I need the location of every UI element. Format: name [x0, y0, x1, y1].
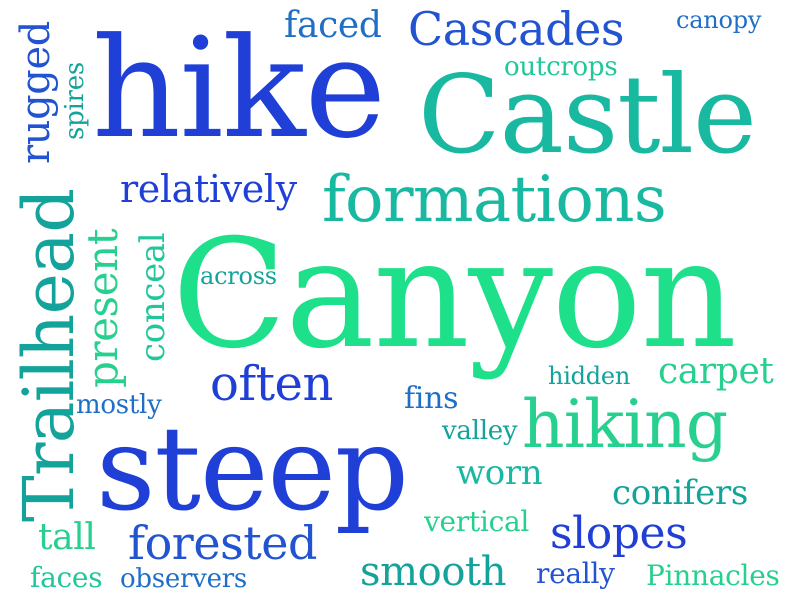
word-often: often	[210, 356, 333, 412]
word-conifers: conifers	[612, 473, 748, 513]
word-present: present	[78, 228, 127, 388]
word-steep: steep	[96, 402, 409, 537]
word-forested: forested	[128, 516, 318, 570]
word-mostly: mostly	[76, 390, 162, 420]
word-slopes: slopes	[550, 508, 688, 559]
word-hike: hike	[92, 8, 386, 169]
word-canopy: canopy	[676, 6, 762, 34]
word-pinnacles: Pinnacles	[646, 559, 780, 592]
word-carpet: carpet	[658, 351, 774, 392]
word-canyon: Canyon	[172, 208, 737, 382]
word-hiking: hiking	[522, 386, 728, 463]
word-fins: fins	[404, 381, 459, 416]
word-castle: Castle	[418, 53, 757, 178]
word-hidden: hidden	[548, 362, 631, 390]
word-really: really	[536, 557, 615, 590]
word-worn: worn	[456, 453, 543, 493]
word-vertical: vertical	[424, 505, 530, 538]
word-observers: observers	[120, 564, 247, 594]
word-trailhead: Trailhead	[8, 188, 90, 522]
word-relatively: relatively	[120, 167, 297, 211]
word-faced: faced	[284, 5, 382, 46]
word-conceal: conceal	[133, 232, 173, 362]
word-smooth: smooth	[360, 549, 507, 595]
word-spires: spires	[60, 62, 90, 140]
word-across: across	[200, 262, 277, 290]
word-cascades: Cascades	[408, 2, 625, 56]
word-outcrops: outcrops	[504, 52, 618, 82]
word-faces: faces	[30, 561, 103, 594]
word-valley: valley	[442, 416, 518, 446]
word-tall: tall	[38, 517, 96, 558]
word-rugged: rugged	[13, 21, 59, 164]
word-formations: formations	[322, 163, 667, 237]
